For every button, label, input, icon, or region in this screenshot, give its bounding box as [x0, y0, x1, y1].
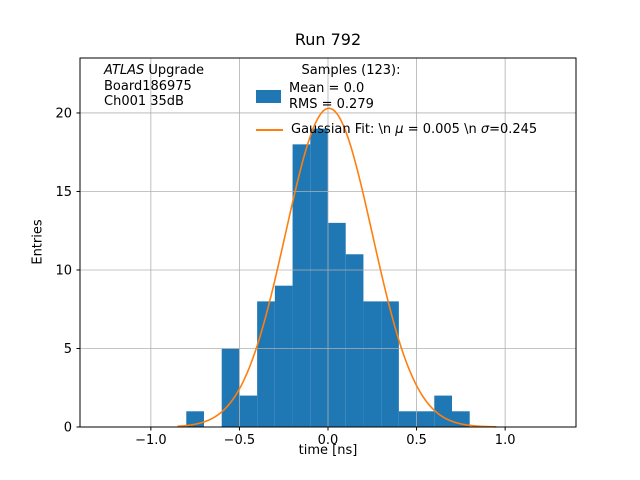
- x-tick-label: −1.0: [135, 433, 167, 448]
- fit-legend-label: Gaussian Fit: \n μ = 0.005 \n σ=0.245: [291, 122, 537, 138]
- histogram-bar: [257, 301, 275, 427]
- histogram-swatch: [256, 90, 281, 103]
- gaussian-fit-curve: [177, 107, 497, 428]
- fit-label-mu: μ: [395, 122, 404, 137]
- y-tick-label: 10: [55, 263, 72, 278]
- x-tick-label: 0.5: [406, 433, 427, 448]
- histogram-legend-label: Mean = 0.0 RMS = 0.279: [289, 81, 374, 112]
- histogram-bar: [381, 301, 399, 427]
- x-axis-label: time [ns]: [298, 443, 358, 458]
- histogram-bar: [363, 301, 382, 427]
- x-tick-label: −0.5: [224, 433, 256, 448]
- legend-title: Samples (123):: [301, 63, 401, 78]
- fit-label-sigma: σ: [480, 122, 490, 137]
- histogram-bar: [345, 254, 364, 427]
- x-tick-label: 0.0: [318, 433, 339, 448]
- histogram-bar: [398, 411, 417, 427]
- y-tick-label: 15: [55, 185, 72, 200]
- legend: Samples (123): Mean = 0.0 RMS = 0.279 Ga…: [256, 63, 537, 148]
- annotation-board: Board186975: [104, 78, 192, 94]
- annotation-block: ATLAS Upgrade Board186975 Ch001 35dB: [104, 63, 204, 110]
- y-tick-label: 20: [55, 106, 72, 121]
- annotation-channel: Ch001 35dB: [104, 94, 184, 109]
- annotation-line-experiment: ATLAS Upgrade: [104, 63, 204, 79]
- y-axis-label: Entries: [30, 219, 46, 265]
- legend-entry-fit: Gaussian Fit: \n μ = 0.005 \n σ=0.245: [256, 122, 537, 138]
- y-tick-label: 0: [64, 421, 72, 436]
- histogram-bar: [274, 285, 293, 427]
- histogram-bar: [416, 411, 435, 427]
- histogram-bar: [221, 348, 240, 427]
- y-tick-label: 5: [64, 342, 72, 357]
- annotation-upgrade: Upgrade: [144, 63, 204, 78]
- chart-title: Run 792: [294, 30, 362, 49]
- fit-label-mu-value: = 0.005 \n: [403, 122, 481, 137]
- fit-line-swatch: [256, 128, 283, 131]
- histogram-bar: [434, 395, 452, 427]
- x-tick-label: 1.0: [495, 433, 516, 448]
- annotation-experiment: ATLAS: [104, 63, 145, 78]
- histogram-bar: [239, 395, 258, 427]
- histogram-bar: [310, 128, 328, 427]
- legend-rms: RMS = 0.279: [289, 96, 374, 112]
- histogram-bar: [328, 222, 346, 427]
- fit-label-sigma-value: =0.245: [489, 122, 538, 137]
- fit-label-prefix: Gaussian Fit: \n: [291, 122, 396, 137]
- legend-mean: Mean = 0.0: [289, 81, 365, 96]
- histogram-bar: [292, 144, 311, 428]
- legend-entry-histogram: Mean = 0.0 RMS = 0.279: [256, 81, 537, 112]
